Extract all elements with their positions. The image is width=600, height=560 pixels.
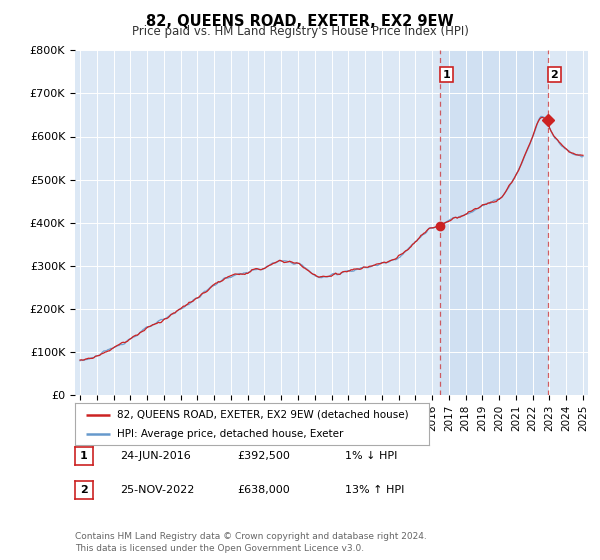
Text: 82, QUEENS ROAD, EXETER, EX2 9EW: 82, QUEENS ROAD, EXETER, EX2 9EW	[146, 14, 454, 29]
Text: Contains HM Land Registry data © Crown copyright and database right 2024.
This d: Contains HM Land Registry data © Crown c…	[75, 533, 427, 553]
Bar	[440, 50, 548, 395]
Text: £392,500: £392,500	[237, 451, 290, 461]
Text: 2: 2	[80, 485, 88, 495]
Text: HPI: Average price, detached house, Exeter: HPI: Average price, detached house, Exet…	[118, 429, 344, 439]
Text: 82, QUEENS ROAD, EXETER, EX2 9EW (detached house): 82, QUEENS ROAD, EXETER, EX2 9EW (detach…	[118, 409, 409, 419]
Text: 25-NOV-2022: 25-NOV-2022	[120, 485, 194, 495]
Text: 1: 1	[80, 451, 88, 461]
Text: 24-JUN-2016: 24-JUN-2016	[120, 451, 191, 461]
Text: 2: 2	[551, 69, 559, 80]
Text: 13% ↑ HPI: 13% ↑ HPI	[345, 485, 404, 495]
Text: 1% ↓ HPI: 1% ↓ HPI	[345, 451, 397, 461]
Text: 1: 1	[443, 69, 451, 80]
Text: Price paid vs. HM Land Registry's House Price Index (HPI): Price paid vs. HM Land Registry's House …	[131, 25, 469, 38]
Text: £638,000: £638,000	[237, 485, 290, 495]
